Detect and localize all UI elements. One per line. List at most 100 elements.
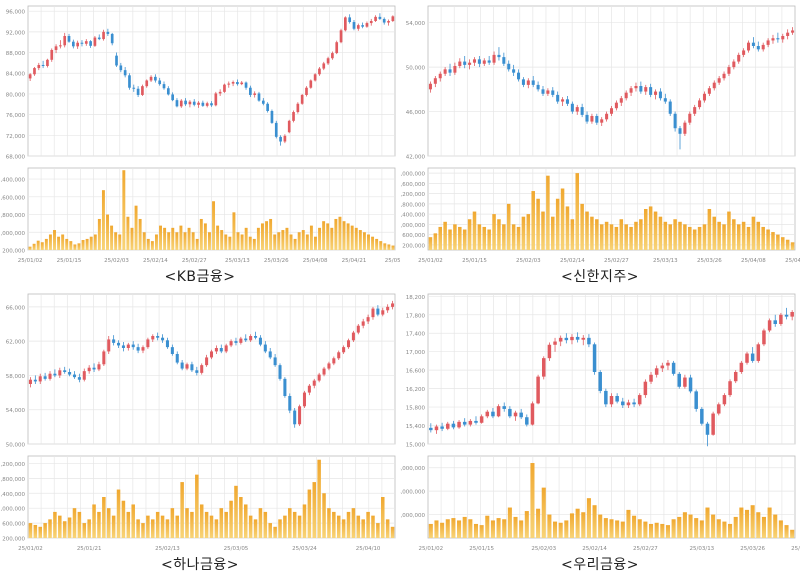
candle (37, 62, 41, 71)
candle-body (54, 46, 58, 50)
candle (771, 34, 775, 44)
candle-body (365, 23, 369, 27)
volume-tick-label: 600,000 (402, 233, 425, 239)
volume-bar (379, 241, 383, 250)
volume-bar (516, 226, 521, 250)
date-tick-label: 25/03/24 (292, 546, 317, 552)
candle (366, 314, 370, 324)
price-tick-label: 54,000 (6, 408, 26, 414)
candle (434, 424, 439, 434)
price-tick-label: 17,800 (406, 313, 426, 319)
candle-body (273, 357, 277, 366)
candle-body (712, 82, 716, 89)
volume-bar (790, 529, 795, 538)
candle-body (553, 341, 557, 345)
volume-bar (766, 229, 770, 250)
candle-body (750, 353, 755, 361)
volume-tick-label: 2,200,000 (0, 462, 25, 468)
candle-body (123, 70, 127, 76)
candle-body (141, 86, 144, 95)
volume-bar (711, 514, 716, 538)
volume-bar (85, 238, 89, 250)
candle (59, 40, 62, 49)
candle-body (58, 370, 62, 376)
candle (273, 354, 277, 367)
candle-body (722, 395, 727, 405)
date-tick-label: 25/02/27 (182, 258, 207, 264)
candle (663, 93, 667, 104)
candle (348, 14, 352, 24)
volume-bar (43, 523, 47, 538)
candle-body (38, 376, 42, 382)
candle (82, 368, 86, 382)
volume-bar (318, 227, 322, 250)
volume-bar (705, 507, 710, 538)
candle-body (558, 337, 563, 342)
volume-bar (462, 229, 467, 250)
candle-body (117, 342, 121, 346)
candle (634, 82, 638, 92)
volume-bar (53, 230, 56, 250)
volume-bar (151, 519, 155, 538)
volume-bar (371, 515, 375, 538)
candle (249, 334, 253, 342)
candle-body (93, 37, 97, 46)
volume-bar (654, 522, 659, 538)
volume-bar (278, 519, 282, 538)
volume-bar (457, 520, 462, 538)
volume-bar (712, 216, 717, 250)
volume-bar (530, 463, 535, 538)
candle-body (705, 423, 710, 435)
candle (632, 398, 636, 408)
candle (141, 345, 145, 354)
volume-bar (736, 224, 741, 250)
candle (224, 343, 228, 354)
date-tick-label: 25/01/21 (77, 546, 102, 552)
candle (717, 76, 721, 85)
candle-body (165, 340, 169, 348)
volume-bar (338, 216, 342, 250)
candle (165, 337, 169, 349)
price-tick-label: 68,000 (6, 155, 26, 161)
candle-body (733, 372, 738, 382)
date-tick-label: 25/01/02 (18, 258, 43, 264)
volume-tick-label: 3,000,000 (400, 172, 425, 178)
candle-body (97, 37, 101, 40)
candle (67, 33, 71, 43)
candle-body (551, 90, 555, 95)
candle (331, 51, 334, 60)
volume-bar (385, 519, 390, 538)
volume-tick-label: 6,000,000 (400, 466, 425, 472)
candle (112, 335, 116, 346)
volume-bar (224, 511, 228, 538)
candle (491, 408, 495, 419)
volume-bar (626, 509, 631, 538)
volume-bar (314, 236, 317, 250)
volume-bar (48, 519, 52, 538)
volume-bar (212, 201, 216, 250)
candle-body (609, 396, 614, 405)
candle (683, 120, 687, 136)
candle-body (205, 357, 209, 366)
volume-bar (180, 482, 184, 538)
volume-bar (273, 234, 277, 250)
candle (231, 80, 235, 87)
candle (197, 101, 200, 108)
candle (136, 343, 140, 354)
volume-bar (741, 221, 746, 250)
candle-body (305, 87, 308, 95)
candle (592, 342, 597, 375)
candle-body (391, 303, 395, 307)
candle-body (223, 84, 226, 92)
volume-bar (781, 237, 785, 250)
candle-body (376, 308, 380, 315)
volume-bar (283, 515, 287, 538)
candle-body (192, 101, 196, 105)
candle-body (688, 377, 693, 392)
volume-bar (301, 230, 305, 250)
candle (376, 305, 380, 317)
candle-body (131, 344, 135, 348)
volume-bar (479, 525, 484, 538)
candle-body (629, 88, 633, 93)
candle-body (149, 76, 153, 81)
